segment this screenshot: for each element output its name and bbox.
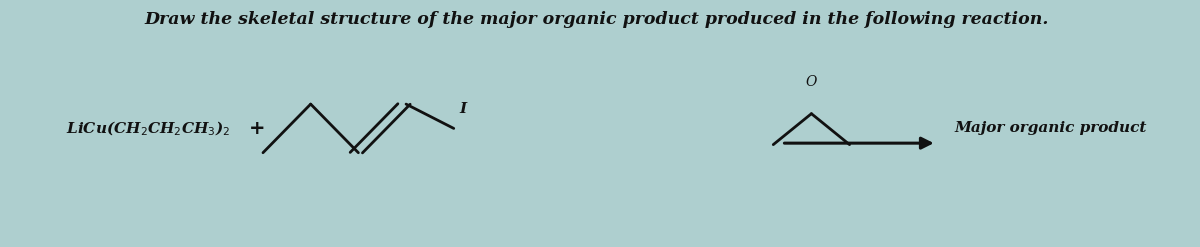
Text: Major organic product: Major organic product (954, 122, 1147, 135)
Text: O: O (805, 75, 817, 89)
Text: I: I (460, 102, 467, 116)
Text: +: + (248, 119, 265, 138)
Text: Draw the skeletal structure of the major organic product produced in the followi: Draw the skeletal structure of the major… (145, 11, 1049, 27)
Text: LiCu(CH$_2$CH$_2$CH$_3$)$_2$: LiCu(CH$_2$CH$_2$CH$_3$)$_2$ (66, 119, 230, 138)
